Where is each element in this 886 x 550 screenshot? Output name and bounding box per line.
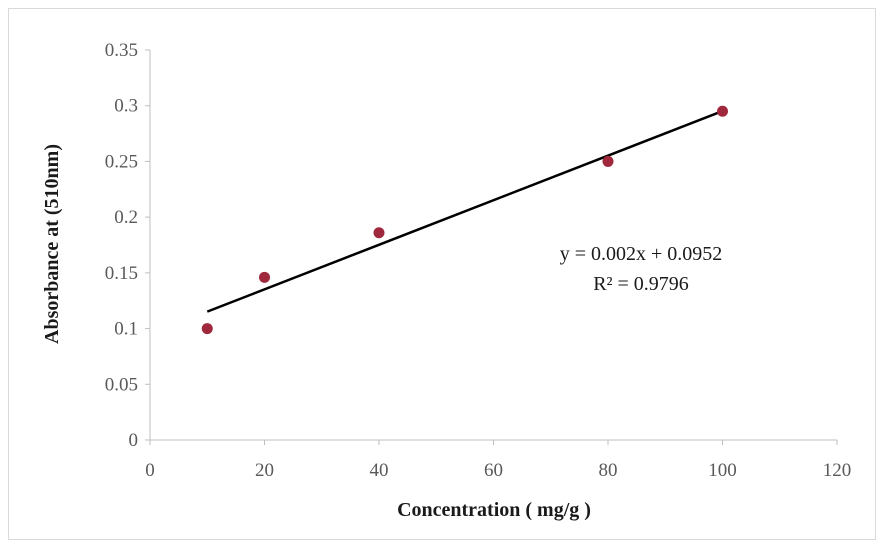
- y-tick-label: 0.2: [114, 207, 138, 228]
- y-axis-title: Absorbance at (510nm): [41, 144, 63, 344]
- y-tick-label: 0.15: [105, 263, 138, 284]
- y-tick-label: 0.05: [105, 374, 138, 395]
- x-axis: 0 20 40 60 80 100 120: [145, 439, 852, 481]
- data-point: [259, 271, 270, 283]
- x-tick-label: 120: [823, 460, 852, 481]
- data-point: [602, 155, 614, 167]
- x-tick-label: 80: [599, 460, 618, 481]
- data-point: [201, 323, 213, 335]
- x-tick-label: 0: [145, 460, 155, 481]
- chart-frame: [8, 8, 876, 540]
- y-tick-label: 0: [129, 430, 139, 451]
- trendline-group: [206, 109, 723, 313]
- y-tick-label: 0.3: [114, 96, 138, 117]
- trendline: [206, 109, 723, 313]
- y-axis: 0 0.05 0.1 0.15 0.2 0.25 0.3 0.35: [105, 40, 151, 451]
- x-tick-label: 40: [370, 460, 389, 481]
- x-tick-label: 60: [484, 460, 503, 481]
- data-points: [201, 105, 728, 335]
- x-axis-title: Concentration ( mg/g ): [397, 499, 591, 521]
- y-tick-label: 0.35: [105, 40, 138, 61]
- data-point: [373, 227, 385, 239]
- y-tick-label: 0.25: [105, 151, 138, 172]
- x-tick-label: 20: [255, 460, 274, 481]
- data-point: [717, 105, 728, 117]
- x-tick-label: 100: [708, 460, 737, 481]
- r-squared-label: R² = 0.9796: [593, 273, 689, 295]
- y-tick-label: 0.1: [114, 319, 138, 340]
- trendline-equation: y = 0.002x + 0.0952: [560, 243, 723, 265]
